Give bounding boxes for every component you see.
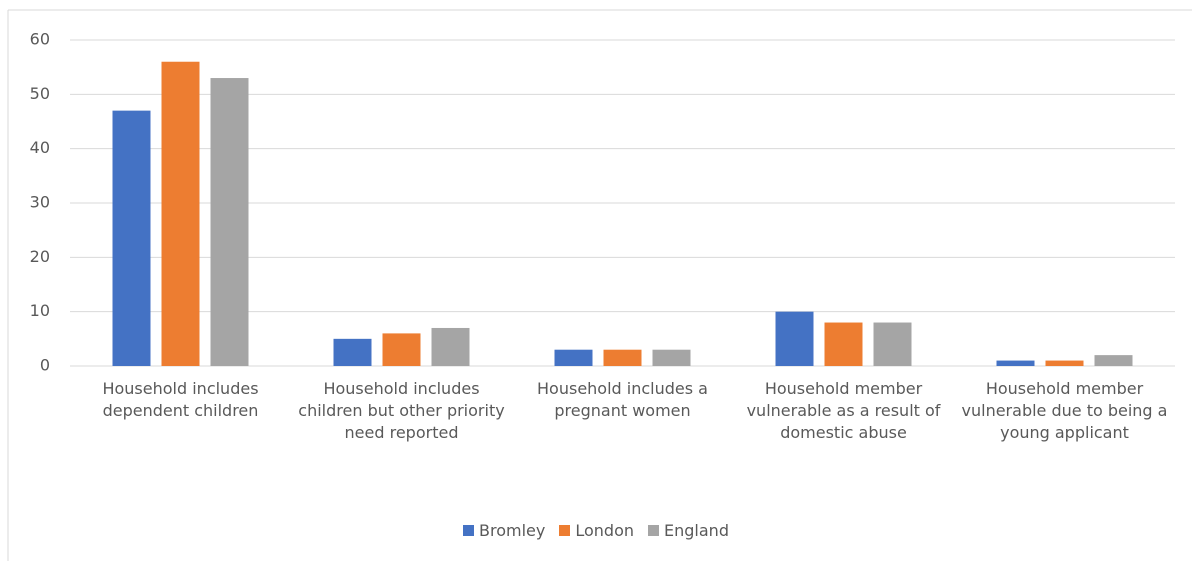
x-tick-label: Household includes dependent children [102, 379, 259, 420]
bar [873, 322, 912, 366]
bar [382, 333, 421, 366]
y-tick-label: 10 [30, 301, 50, 320]
legend-swatch [559, 525, 571, 536]
bar [824, 322, 863, 366]
legend-label: Bromley [479, 521, 546, 540]
legend-item: Bromley [463, 521, 545, 540]
x-tick-label: Household includes children but other pr… [298, 379, 505, 442]
bar [603, 349, 642, 366]
bar [333, 338, 372, 366]
y-tick-label: 30 [30, 193, 50, 212]
x-tick-label: Household includes a pregnant women [537, 379, 708, 420]
bar [431, 327, 470, 366]
bar [554, 349, 593, 366]
bar [112, 110, 151, 366]
legend-label: England [664, 521, 729, 540]
x-tick-label: Household member vulnerable due to being… [961, 379, 1168, 442]
legend-swatch [463, 525, 475, 536]
bar [652, 349, 691, 366]
legend-label: London [575, 521, 635, 540]
y-tick-label: 20 [30, 247, 50, 266]
bar [996, 360, 1035, 366]
y-tick-label: 40 [30, 138, 50, 157]
legend-item: England [648, 521, 729, 540]
y-tick-label: 60 [30, 30, 50, 49]
bar [775, 311, 814, 366]
legend-swatch [648, 525, 660, 536]
y-tick-label: 50 [30, 84, 50, 103]
bar [1045, 360, 1084, 366]
legend: Bromley London England [0, 521, 1192, 540]
x-tick-label: Household member vulnerable as a result … [746, 379, 941, 442]
y-tick-label: 0 [40, 356, 50, 375]
bar [1094, 355, 1133, 366]
bar [210, 78, 249, 367]
legend-item: London [559, 521, 634, 540]
bar [161, 61, 200, 366]
